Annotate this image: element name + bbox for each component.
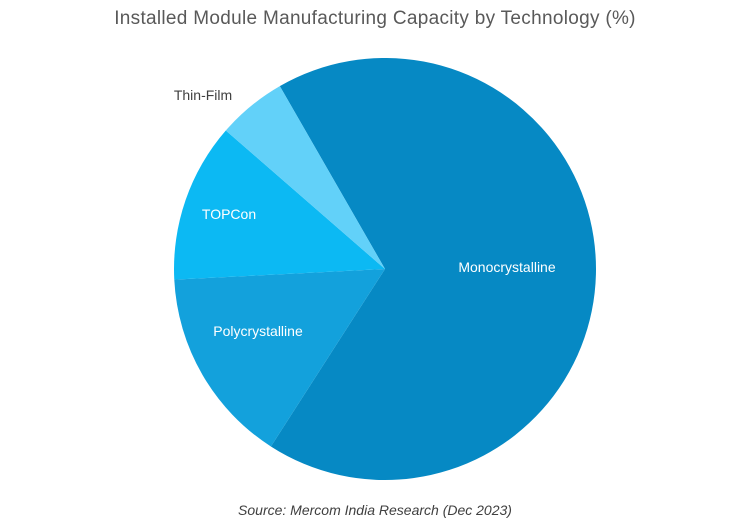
chart-source: Source: Mercom India Research (Dec 2023) <box>238 502 512 518</box>
pie-slice-polycrystalline <box>174 269 385 447</box>
pie-slice-monocrystalline <box>270 57 596 481</box>
pie-slice-thin-film <box>225 86 385 270</box>
slice-label-thin-film: Thin-Film <box>174 87 232 103</box>
chart-title: Installed Module Manufacturing Capacity … <box>114 8 636 29</box>
slice-label-topcon: TOPCon <box>202 206 256 222</box>
slice-label-polycrystalline: Polycrystalline <box>213 323 303 339</box>
pie-slice-topcon <box>174 130 385 280</box>
slice-label-monocrystalline: Monocrystalline <box>458 259 555 275</box>
